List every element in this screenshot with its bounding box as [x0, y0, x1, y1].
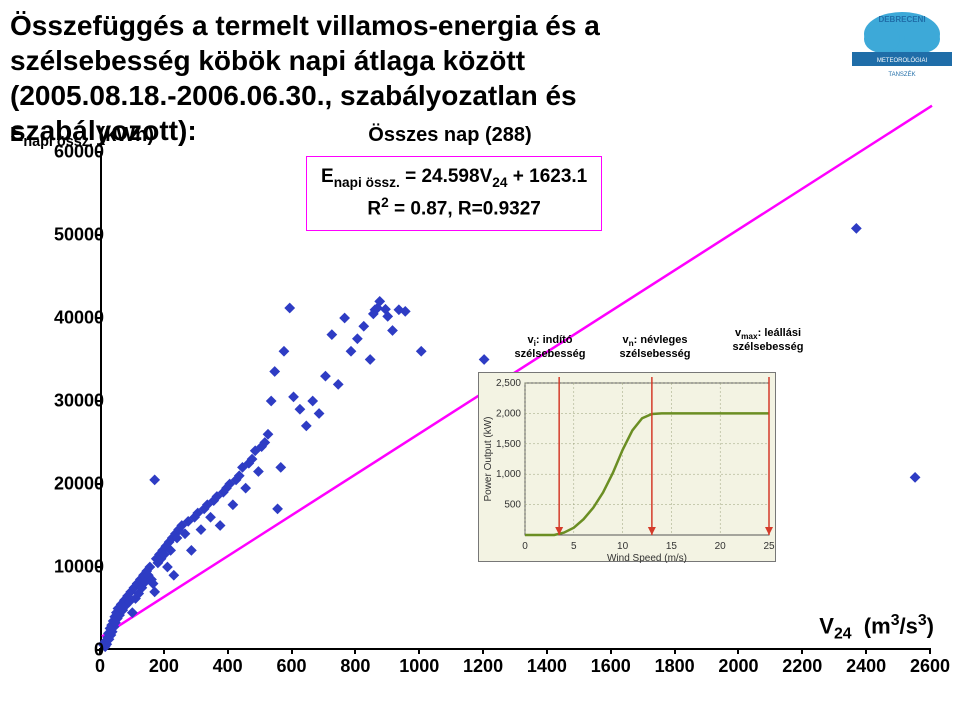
x-tick-mark: [354, 648, 356, 654]
x-tick-label: 2600: [910, 656, 950, 677]
x-tick-label: 1800: [655, 656, 695, 677]
x-tick-mark: [482, 648, 484, 654]
x-tick-label: 800: [340, 656, 370, 677]
svg-text:20: 20: [715, 541, 727, 552]
logo-bottom-text-2: TANSZÉK: [888, 71, 915, 78]
inset-label-vi: vi: indító szélsebesség: [508, 334, 592, 360]
x-tick-mark: [227, 648, 229, 654]
svg-text:15: 15: [666, 541, 678, 552]
x-tick-mark: [418, 648, 420, 654]
y-tick-mark: [96, 317, 102, 319]
y-tick-mark: [96, 483, 102, 485]
x-axis-label: V24 (m3/s3): [819, 612, 934, 644]
x-tick-mark: [929, 648, 931, 654]
x-tick-mark: [674, 648, 676, 654]
x-tick-label: 1400: [527, 656, 567, 677]
inset-svg: 0 5 10 15 20 25 500 1,000 1,500 2,000 2,500 Wind Sp…: [479, 373, 777, 563]
chart-title: Összes nap (288): [320, 124, 580, 147]
x-tick-label: 1000: [399, 656, 439, 677]
svg-text:5: 5: [571, 541, 577, 552]
y-tick-mark: [96, 234, 102, 236]
x-tick-mark: [163, 648, 165, 654]
svg-text:10: 10: [617, 541, 629, 552]
svg-text:25: 25: [763, 541, 775, 552]
x-tick-mark: [99, 648, 101, 654]
svg-text:2,000: 2,000: [496, 408, 521, 419]
svg-text:Power Output (kW): Power Output (kW): [483, 416, 494, 501]
inset-label-vmax: vmax: leállási szélsebesség: [722, 327, 814, 353]
x-tick-label: 2400: [846, 656, 886, 677]
title-line-1: Összefüggés a termelt villamos-energia é…: [10, 8, 770, 43]
svg-text:500: 500: [504, 500, 521, 511]
x-tick-label: 0: [95, 656, 105, 677]
x-tick-label: 600: [277, 656, 307, 677]
x-tick-mark: [546, 648, 548, 654]
x-tick-mark: [737, 648, 739, 654]
x-tick-label: 2200: [782, 656, 822, 677]
svg-text:2,500: 2,500: [496, 378, 521, 389]
x-tick-label: 1200: [463, 656, 503, 677]
logo-svg: DEBRECENI METEOROLÓGIAI TANSZÉK: [852, 4, 952, 82]
x-tick-label: 200: [149, 656, 179, 677]
x-tick-label: 400: [213, 656, 243, 677]
logo-bottom-text-1: METEOROLÓGIAI: [877, 57, 928, 64]
scatter-chart: Enapi össz. (kWh) Összes nap (288) Enapi…: [10, 128, 950, 710]
y-tick-mark: [96, 151, 102, 153]
x-tick-label: 2000: [718, 656, 758, 677]
x-tick-label: 1600: [591, 656, 631, 677]
x-tick-mark: [610, 648, 612, 654]
y-tick-mark: [96, 566, 102, 568]
y-tick-mark: [96, 400, 102, 402]
power-curve-inset: 0 5 10 15 20 25 500 1,000 1,500 2,000 2,500 Wind Sp…: [478, 372, 776, 562]
x-tick-mark: [801, 648, 803, 654]
logo-top-text: DEBRECENI: [878, 15, 925, 24]
title-line-2: szélsebesség köbök napi átlaga között: [10, 43, 770, 78]
svg-text:1,000: 1,000: [496, 469, 521, 480]
x-tick-mark: [291, 648, 293, 654]
svg-text:Wind Speed (m/s): Wind Speed (m/s): [607, 553, 687, 563]
inset-label-vn: vn: névleges szélsebesség: [610, 334, 700, 360]
university-logo: DEBRECENI METEOROLÓGIAI TANSZÉK: [852, 4, 952, 82]
svg-text:1,500: 1,500: [496, 439, 521, 450]
svg-text:0: 0: [522, 541, 528, 552]
x-tick-mark: [865, 648, 867, 654]
